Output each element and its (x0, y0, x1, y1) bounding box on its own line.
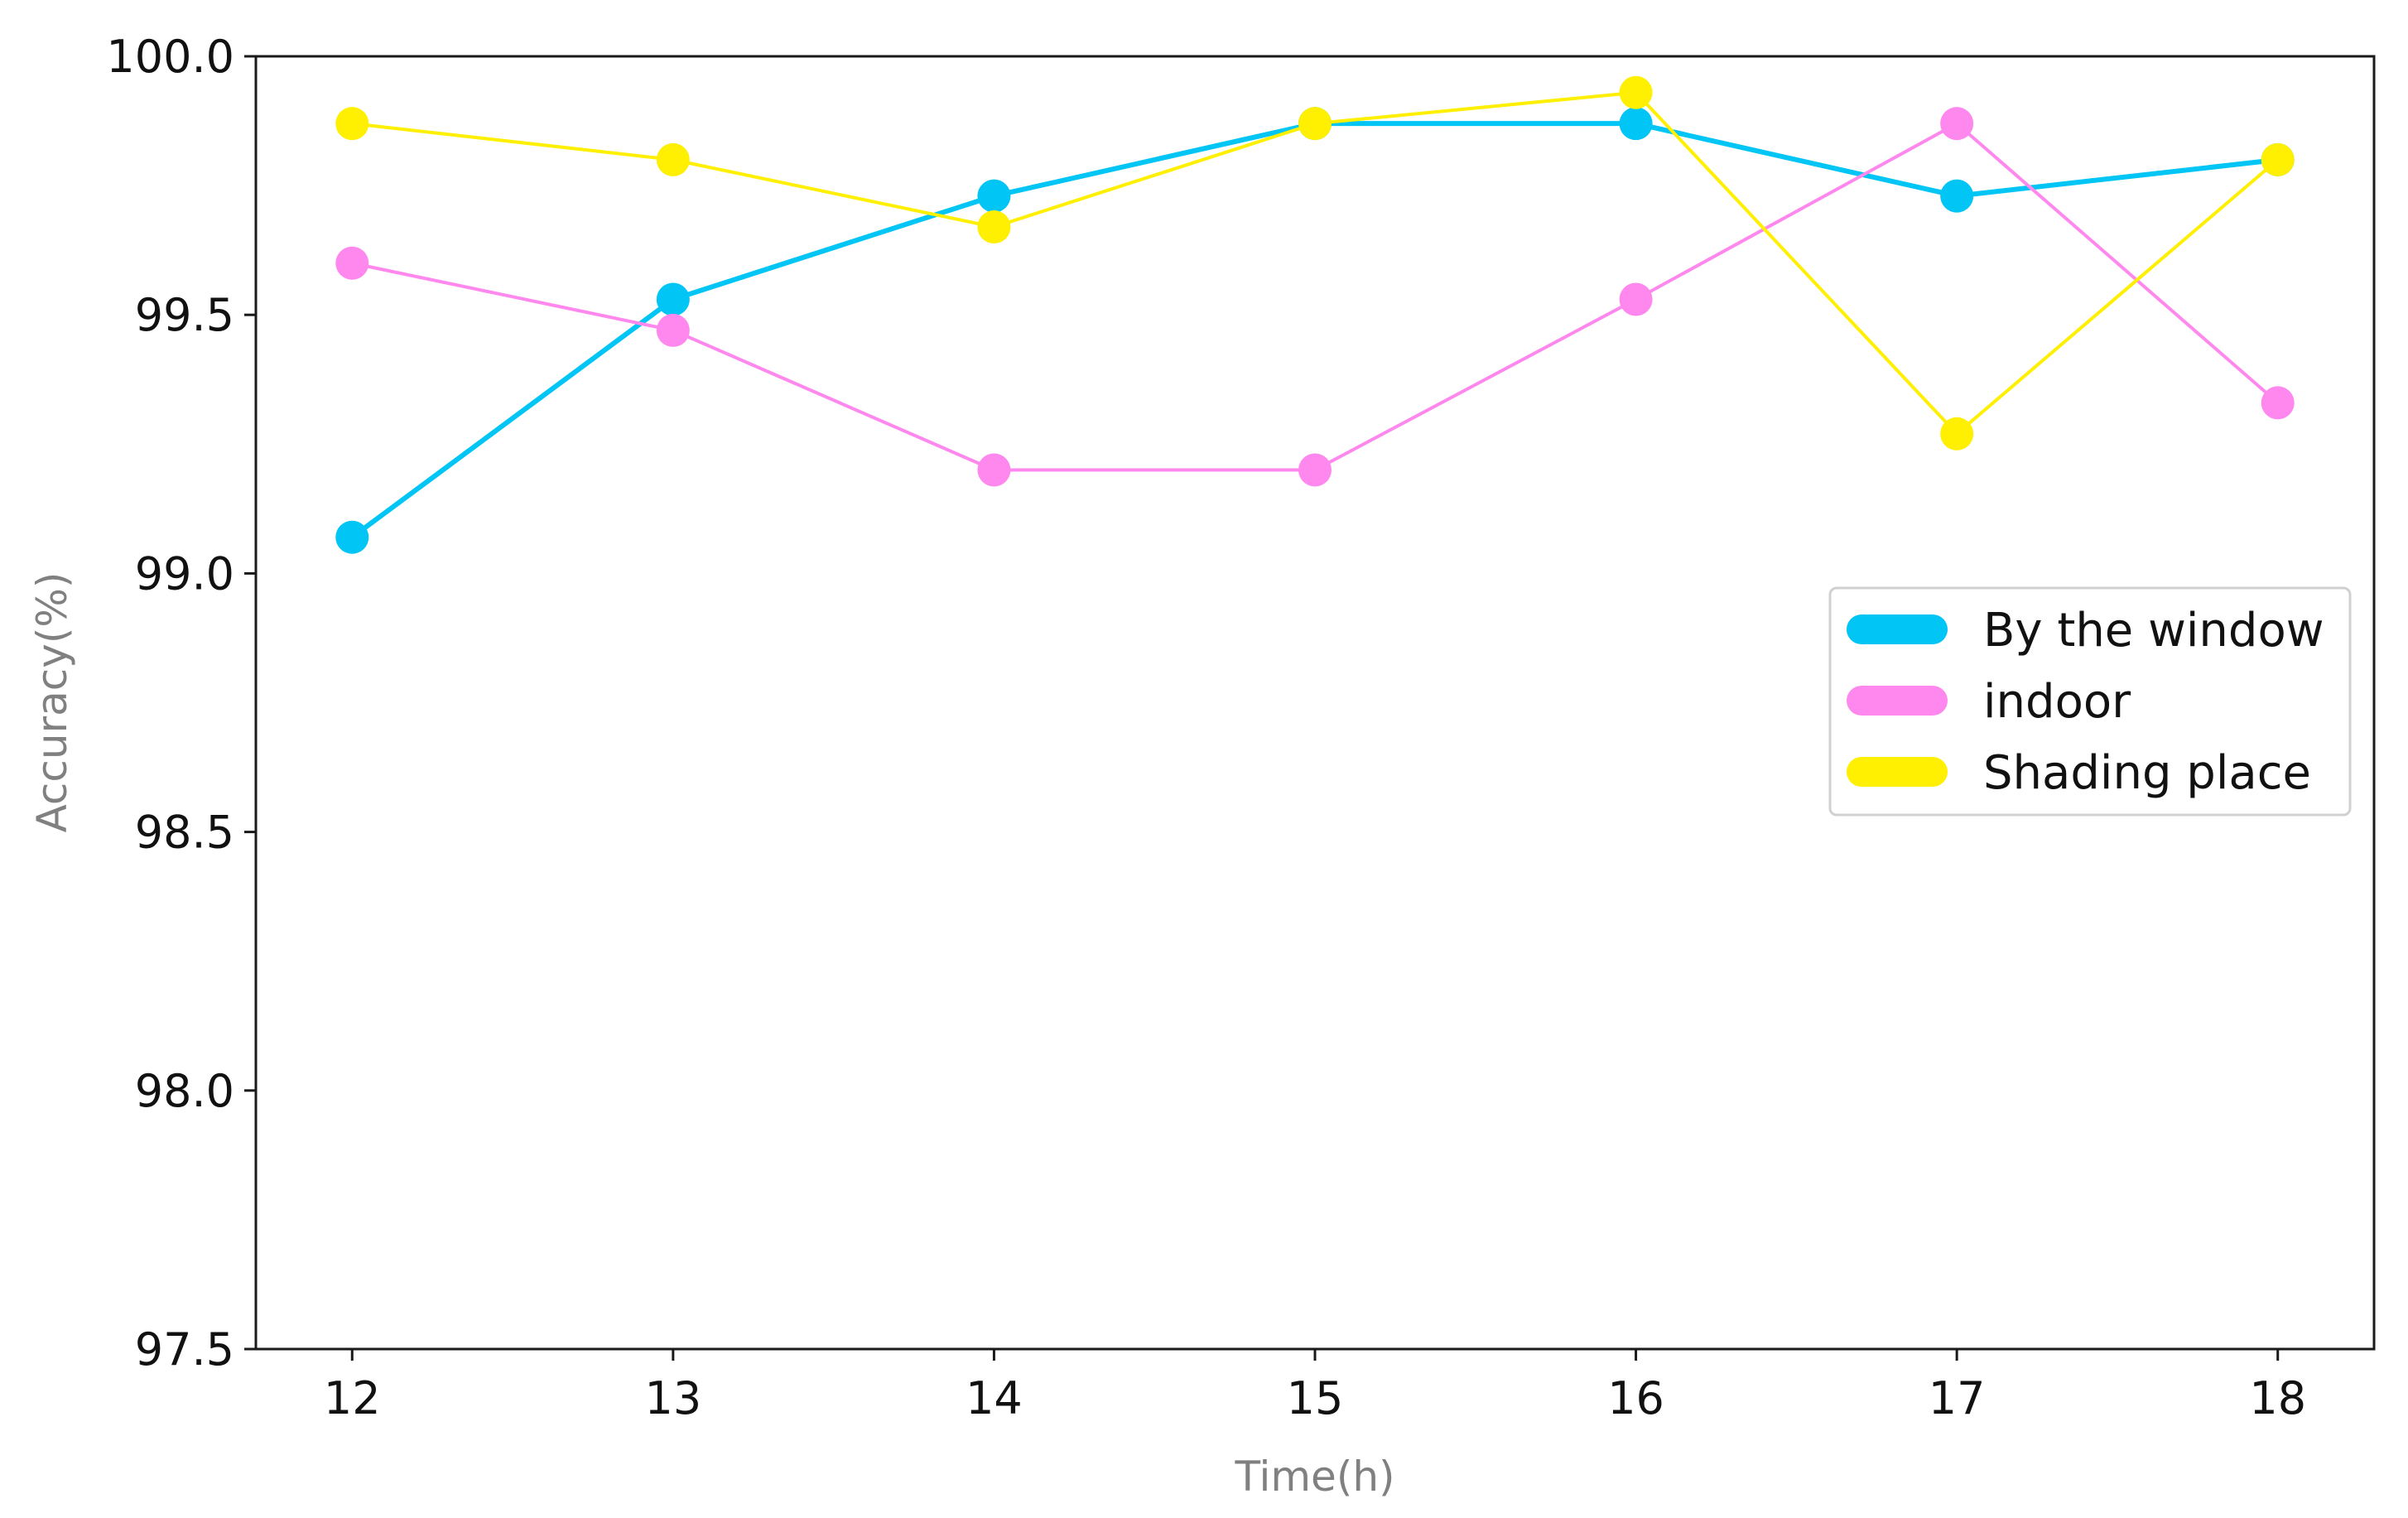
data-point (1298, 453, 1332, 487)
x-tick-label: 14 (966, 1372, 1023, 1424)
y-tick-label: 99.5 (135, 289, 234, 341)
data-point (335, 107, 369, 141)
x-tick-label: 15 (1287, 1372, 1344, 1424)
series-1 (335, 107, 2295, 487)
legend: By the window indoor Shading place (1828, 586, 2352, 817)
data-point (1619, 282, 1653, 316)
x-tick-label: 13 (644, 1372, 701, 1424)
y-tick-label: 100.0 (106, 31, 234, 83)
data-point (2261, 142, 2295, 176)
x-axis: 12 13 14 15 16 17 18 (324, 1349, 2306, 1424)
y-axis-label: Accuracy(%) (28, 572, 76, 833)
y-axis: 97.5 98.0 98.5 99.0 99.5 100.0 (106, 31, 256, 1376)
data-point (1940, 417, 1974, 451)
x-tick-label: 17 (1929, 1372, 1986, 1424)
data-point (1619, 75, 1653, 109)
data-point (1619, 107, 1653, 141)
legend-label: By the window (1983, 604, 2324, 658)
data-point (335, 520, 369, 554)
data-point (977, 179, 1011, 213)
legend-box (1828, 586, 2352, 817)
data-point (1298, 107, 1332, 141)
y-tick-label: 97.5 (135, 1323, 234, 1376)
y-tick-label: 98.5 (135, 807, 234, 859)
x-axis-label: Time(h) (1234, 1453, 1394, 1501)
series-layer (335, 75, 2295, 554)
data-point (977, 453, 1011, 487)
series-2 (335, 75, 2295, 451)
x-tick-label: 12 (324, 1372, 381, 1424)
legend-label: indoor (1983, 675, 2131, 729)
data-point (2261, 386, 2295, 420)
data-point (656, 142, 690, 176)
legend-label: Shading place (1983, 746, 2311, 800)
x-tick-label: 18 (2249, 1372, 2306, 1424)
data-point (335, 246, 369, 280)
x-tick-label: 16 (1607, 1372, 1664, 1424)
data-point (1940, 107, 1974, 141)
y-tick-label: 99.0 (135, 547, 234, 600)
y-tick-label: 98.0 (135, 1065, 234, 1117)
data-point (1940, 179, 1974, 213)
data-point (977, 210, 1011, 244)
data-point (656, 313, 690, 347)
data-point (656, 282, 690, 316)
